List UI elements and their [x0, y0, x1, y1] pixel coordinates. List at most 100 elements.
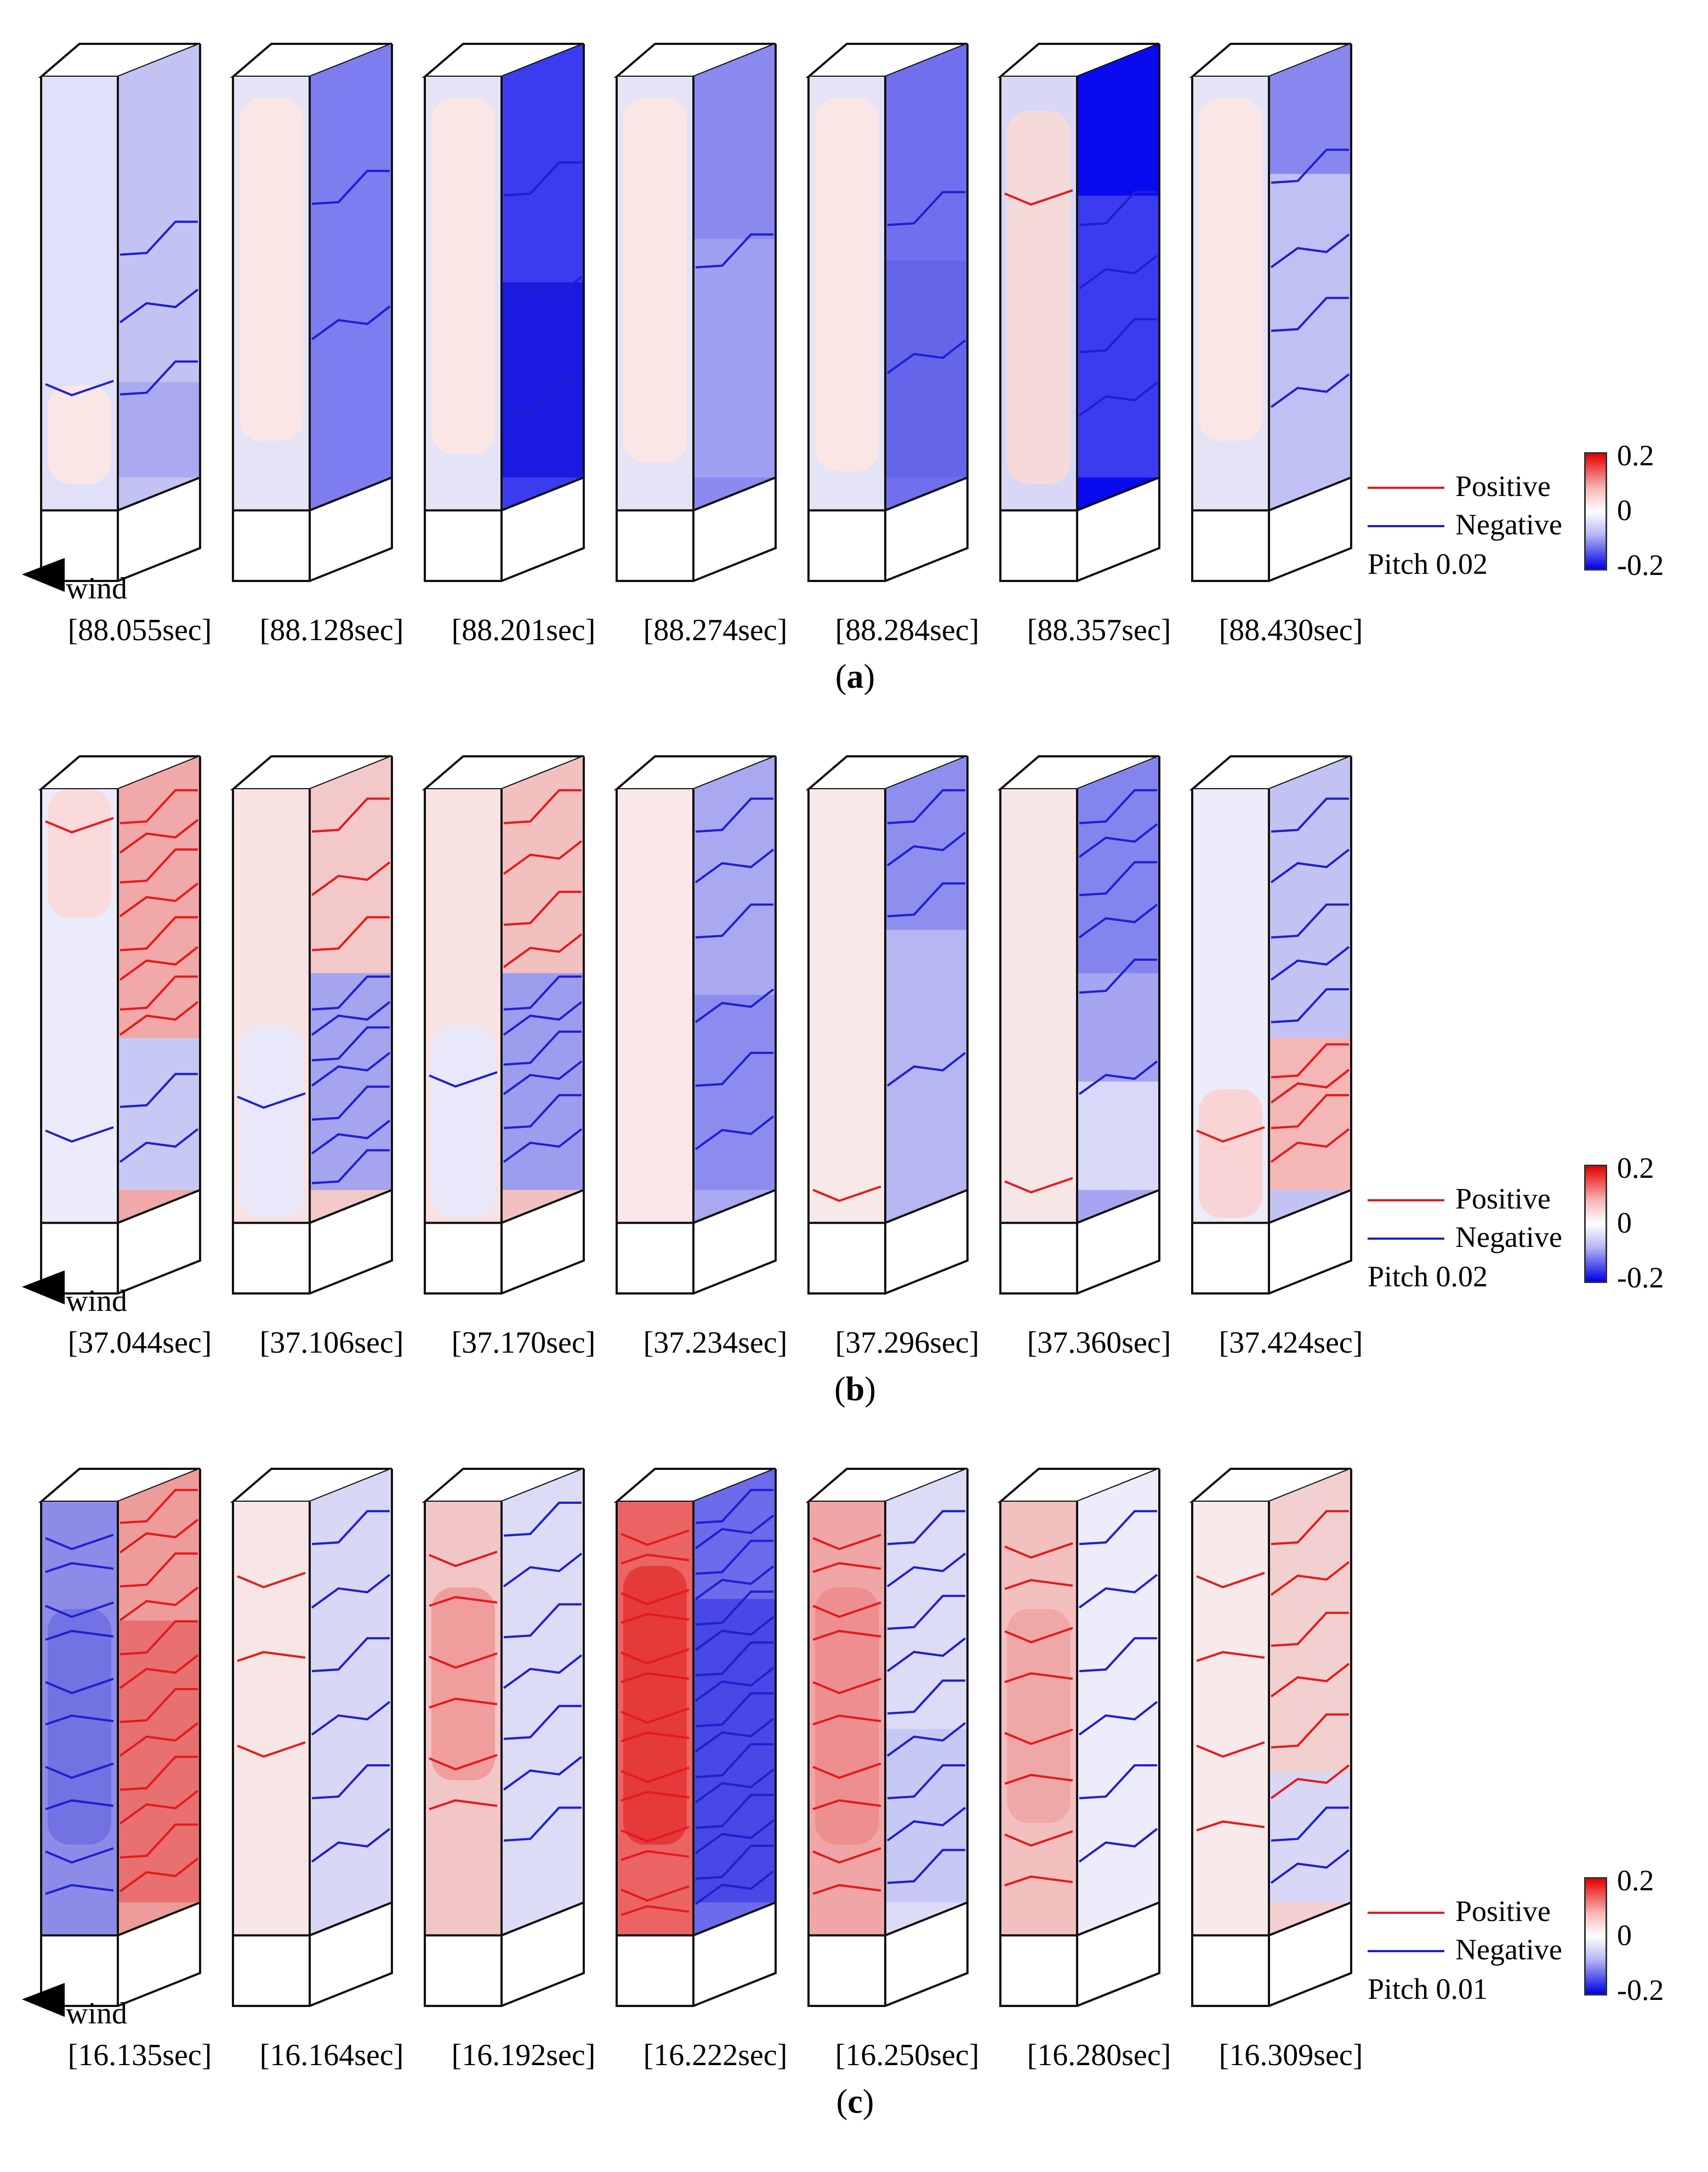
- side-face: [693, 1469, 776, 2006]
- contour-line-red: [620, 1826, 690, 1843]
- contour-line-blue: [694, 1769, 775, 1804]
- contour-line-blue: [311, 169, 390, 205]
- building-2: [230, 1468, 393, 2007]
- contour-line-blue: [886, 831, 966, 866]
- building-outline: [232, 44, 393, 582]
- contour-line-blue: [695, 1844, 773, 1880]
- front-face: [809, 77, 885, 581]
- contour-line-red: [119, 975, 198, 1011]
- colorbar-max-label: 0.2: [1617, 1151, 1654, 1184]
- building-outline: [616, 756, 777, 1295]
- building-3: [422, 755, 585, 1295]
- contour-line-red: [311, 861, 391, 896]
- contour-line-red: [1004, 1579, 1073, 1590]
- contour-line-red: [119, 916, 198, 951]
- contour-line-blue: [311, 975, 390, 1011]
- contour-line-blue: [887, 1849, 965, 1884]
- contour-line-red: [237, 1741, 306, 1758]
- time-label: [88.055sec]: [67, 613, 212, 647]
- contour-line-red: [119, 1654, 199, 1689]
- contour-line-blue: [694, 1616, 775, 1651]
- pressure-zone: [502, 282, 584, 478]
- legend-negative-line: [1368, 1238, 1444, 1240]
- contour-line-blue: [694, 988, 775, 1023]
- legend-pitch-label: Pitch 0.01: [1368, 1973, 1488, 2005]
- contour-line-blue: [694, 1870, 775, 1905]
- contour-line-red: [237, 1651, 306, 1662]
- side-face: [502, 44, 584, 581]
- contour-line-blue: [1078, 254, 1158, 290]
- contour-line-red: [1196, 1820, 1265, 1832]
- time-label: [16.222sec]: [643, 2038, 788, 2072]
- contour-line-red: [1004, 1875, 1073, 1886]
- contour-line-blue: [695, 1489, 773, 1524]
- side-face: [310, 44, 392, 581]
- pressure-zone: [623, 98, 687, 463]
- pressure-zone: [431, 1587, 495, 1781]
- contour-line-blue: [503, 381, 582, 417]
- contour-line-red: [1270, 1128, 1350, 1163]
- building-outline: [1191, 756, 1352, 1295]
- pressure-zone: [1199, 1089, 1262, 1218]
- contour-line-red: [620, 1707, 690, 1724]
- front-face: [425, 789, 502, 1293]
- front-face: [617, 77, 693, 581]
- contour-line-red: [1004, 189, 1073, 206]
- contour-line-red: [812, 1799, 881, 1810]
- contour-line-red: [620, 1588, 690, 1605]
- contour-line-blue: [887, 789, 965, 824]
- side-face: [118, 44, 200, 581]
- contour-line-red: [119, 882, 199, 917]
- wind-label: wind: [66, 1997, 127, 2031]
- building-2: [230, 755, 393, 1295]
- pressure-zone: [623, 1566, 687, 1845]
- panel-b-buildings: [22, 755, 1352, 1304]
- wind-label: wind: [66, 1284, 127, 1318]
- contour-line-blue: [695, 1794, 773, 1829]
- contour-line-blue: [45, 1562, 114, 1574]
- contour-line-red: [429, 1550, 498, 1567]
- contour-line-red: [119, 1688, 198, 1723]
- contour-line-red: [119, 789, 198, 824]
- contour-line-red: [812, 1762, 881, 1779]
- contour-line-blue: [694, 848, 775, 883]
- contour-line-blue: [503, 1704, 582, 1740]
- pressure-zone: [1007, 1609, 1071, 1823]
- contour-line-red: [1004, 1542, 1073, 1559]
- side-face: [1269, 1469, 1351, 2006]
- panel-caption: (c): [836, 2083, 874, 2120]
- contour-line-blue: [503, 1806, 582, 1842]
- contour-line-blue: [503, 1030, 582, 1066]
- time-label: [37.044sec]: [67, 1326, 212, 1360]
- pressure-zone: [48, 385, 111, 484]
- contour-line-blue: [887, 1679, 965, 1715]
- building-outline: [616, 44, 777, 582]
- contour-line-blue: [1078, 823, 1158, 858]
- contour-line-blue: [45, 1799, 114, 1810]
- side-face: [885, 1469, 967, 2006]
- contour-line-blue: [1271, 297, 1349, 332]
- time-label: [37.296sec]: [835, 1326, 980, 1360]
- contour-line-blue: [886, 339, 966, 374]
- building-2: [230, 43, 393, 582]
- contour-line-blue: [694, 1718, 775, 1753]
- contour-line-red: [620, 1791, 690, 1802]
- contour-line-blue: [311, 1001, 391, 1036]
- time-label: [88.284sec]: [835, 613, 980, 647]
- pressure-zone: [1269, 1772, 1351, 1903]
- contour-line-red: [620, 1612, 690, 1624]
- contour-line-red: [119, 819, 199, 854]
- legend-negative-label: Negative: [1455, 1933, 1562, 1966]
- legend-negative-label: Negative: [1455, 508, 1562, 541]
- contour-line-blue: [1270, 373, 1350, 408]
- contour-line-red: [812, 1884, 881, 1895]
- contour-line-red: [1271, 1094, 1349, 1130]
- building-4: [613, 43, 777, 582]
- contour-line-blue: [886, 1806, 966, 1842]
- contour-line-red: [620, 1553, 690, 1565]
- contour-line-blue: [886, 1052, 966, 1087]
- contour-line-blue: [503, 276, 583, 311]
- front-face: [1192, 1502, 1269, 2006]
- contour-line-red: [620, 1672, 690, 1684]
- contour-line-red: [429, 1754, 498, 1771]
